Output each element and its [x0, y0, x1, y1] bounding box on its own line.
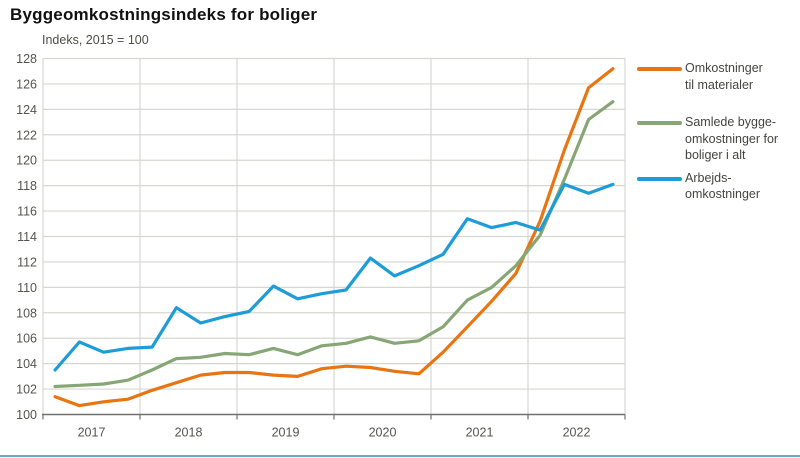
- y-axis-tick-label: 116: [17, 205, 37, 219]
- line-chart-canvas: 100 102 104 106 108 110 112 114 116 118 120 122 124 1…: [16, 52, 626, 440]
- data-line-omkostninger: [53, 67, 615, 408]
- y-axis-tick-label: 100: [16, 408, 37, 422]
- y-axis-tick-label: 114: [17, 230, 37, 244]
- y-axis-tick-label: 120: [16, 154, 37, 168]
- legend-entry-labour: Arbejds- omkostninger: [637, 170, 799, 203]
- page-title: Byggeomkostningsindeks for boliger: [10, 5, 318, 24]
- y-axis-tick-label: 104: [16, 357, 37, 371]
- x-axis-tick-label: 2019: [272, 426, 300, 440]
- legend-entry-total: Samlede bygge- omkostninger for boliger …: [637, 114, 799, 164]
- data-line-samlede: [53, 100, 615, 389]
- legend-entry-materials: Omkostninger til materialer: [637, 60, 799, 93]
- y-axis-tick-label: 128: [16, 52, 37, 66]
- x-axis-tick-label: 2020: [369, 426, 397, 440]
- y-axis-tick-label: 108: [16, 306, 37, 320]
- footer-accent-rule: [0, 455, 800, 457]
- legend-label: Arbejds- omkostninger: [685, 170, 761, 202]
- y-axis-tick-label: 112: [17, 255, 37, 269]
- y-axis-tick-label: 122: [16, 128, 37, 142]
- y-axis-tick-label: 110: [17, 281, 37, 295]
- y-axis-tick-label: 126: [16, 77, 37, 91]
- y-axis-tick-label: 124: [16, 103, 37, 117]
- legend-swatch-line-orange: [637, 67, 682, 71]
- x-axis-tick-label: 2017: [78, 426, 106, 440]
- x-axis-tick-label: 2018: [175, 426, 203, 440]
- data-line-arbejdsomkostninger: [53, 182, 615, 372]
- legend-label: Omkostninger til materialer: [685, 61, 763, 92]
- legend-swatch-line-green: [637, 121, 682, 125]
- y-axis-tick-label: 102: [16, 383, 37, 397]
- legend-label: Samlede bygge- omkostninger for boliger …: [685, 115, 779, 162]
- axis-unit-label: Indeks, 2015 = 100: [42, 33, 149, 47]
- legend-swatch-line-blue: [637, 176, 682, 181]
- y-axis-tick-label: 118: [17, 179, 37, 193]
- x-axis-tick-label: 2022: [563, 426, 591, 440]
- chart-legend: Omkostninger til materialer Samlede bygg…: [637, 60, 799, 203]
- y-axis-tick-label: 106: [16, 332, 37, 346]
- x-axis-tick-label: 2021: [466, 426, 494, 440]
